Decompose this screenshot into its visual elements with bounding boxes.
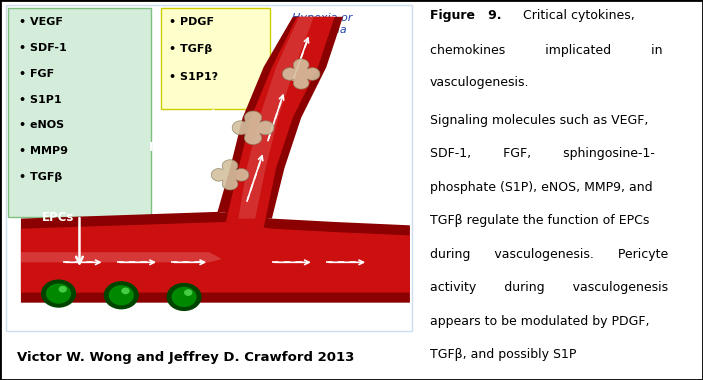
FancyBboxPatch shape bbox=[161, 8, 270, 109]
Text: Pericytes: Pericytes bbox=[148, 141, 210, 154]
Text: vasculogenesis.: vasculogenesis. bbox=[430, 76, 529, 89]
Text: • S1P1?: • S1P1? bbox=[169, 72, 219, 82]
Circle shape bbox=[122, 288, 129, 294]
Polygon shape bbox=[212, 160, 249, 190]
Text: • FGF: • FGF bbox=[19, 69, 54, 79]
Text: • MMP9: • MMP9 bbox=[19, 146, 67, 156]
Text: phosphate (S1P), eNOS, MMP9, and: phosphate (S1P), eNOS, MMP9, and bbox=[430, 181, 652, 194]
FancyBboxPatch shape bbox=[8, 8, 150, 217]
Text: • PDGF: • PDGF bbox=[169, 17, 214, 27]
Text: chemokines          implicated          in: chemokines implicated in bbox=[430, 44, 662, 57]
Text: • eNOS: • eNOS bbox=[19, 120, 64, 130]
Text: during      vasculogenesis.      Pericyte: during vasculogenesis. Pericyte bbox=[430, 248, 668, 261]
Polygon shape bbox=[21, 212, 410, 302]
Text: TGFβ, and possibly S1P: TGFβ, and possibly S1P bbox=[430, 348, 576, 361]
Circle shape bbox=[41, 279, 76, 308]
Text: SDF-1,        FGF,        sphingosine-1-: SDF-1, FGF, sphingosine-1- bbox=[430, 147, 654, 160]
Polygon shape bbox=[283, 59, 320, 89]
Circle shape bbox=[58, 286, 67, 293]
Text: • VEGF: • VEGF bbox=[19, 17, 63, 27]
Circle shape bbox=[167, 283, 202, 311]
Text: Figure   9.: Figure 9. bbox=[430, 10, 501, 22]
Text: Critical cytokines,: Critical cytokines, bbox=[515, 10, 635, 22]
Polygon shape bbox=[226, 17, 335, 229]
Circle shape bbox=[104, 281, 139, 309]
Text: • SDF-1: • SDF-1 bbox=[19, 43, 67, 53]
Polygon shape bbox=[21, 222, 410, 293]
Text: • TGFβ: • TGFβ bbox=[169, 44, 212, 54]
Text: EPCs: EPCs bbox=[42, 211, 75, 224]
Circle shape bbox=[109, 285, 134, 306]
Text: Victor W. Wong and Jeffrey D. Crawford 2013: Victor W. Wong and Jeffrey D. Crawford 2… bbox=[17, 351, 354, 364]
Text: • TGFβ: • TGFβ bbox=[19, 172, 62, 182]
Polygon shape bbox=[232, 111, 274, 145]
Polygon shape bbox=[238, 17, 314, 218]
Circle shape bbox=[46, 283, 71, 304]
Text: • S1P1: • S1P1 bbox=[19, 95, 61, 105]
Text: Hypoxia or
ischemia: Hypoxia or ischemia bbox=[292, 13, 352, 35]
Circle shape bbox=[184, 289, 193, 296]
Polygon shape bbox=[21, 252, 221, 262]
Circle shape bbox=[172, 287, 197, 307]
Text: TGFβ regulate the function of EPCs: TGFβ regulate the function of EPCs bbox=[430, 214, 649, 227]
Text: activity       during       vasculogenesis: activity during vasculogenesis bbox=[430, 281, 668, 294]
Polygon shape bbox=[217, 17, 343, 218]
Text: appears to be modulated by PDGF,: appears to be modulated by PDGF, bbox=[430, 315, 649, 328]
Text: Signaling molecules such as VEGF,: Signaling molecules such as VEGF, bbox=[430, 114, 648, 127]
